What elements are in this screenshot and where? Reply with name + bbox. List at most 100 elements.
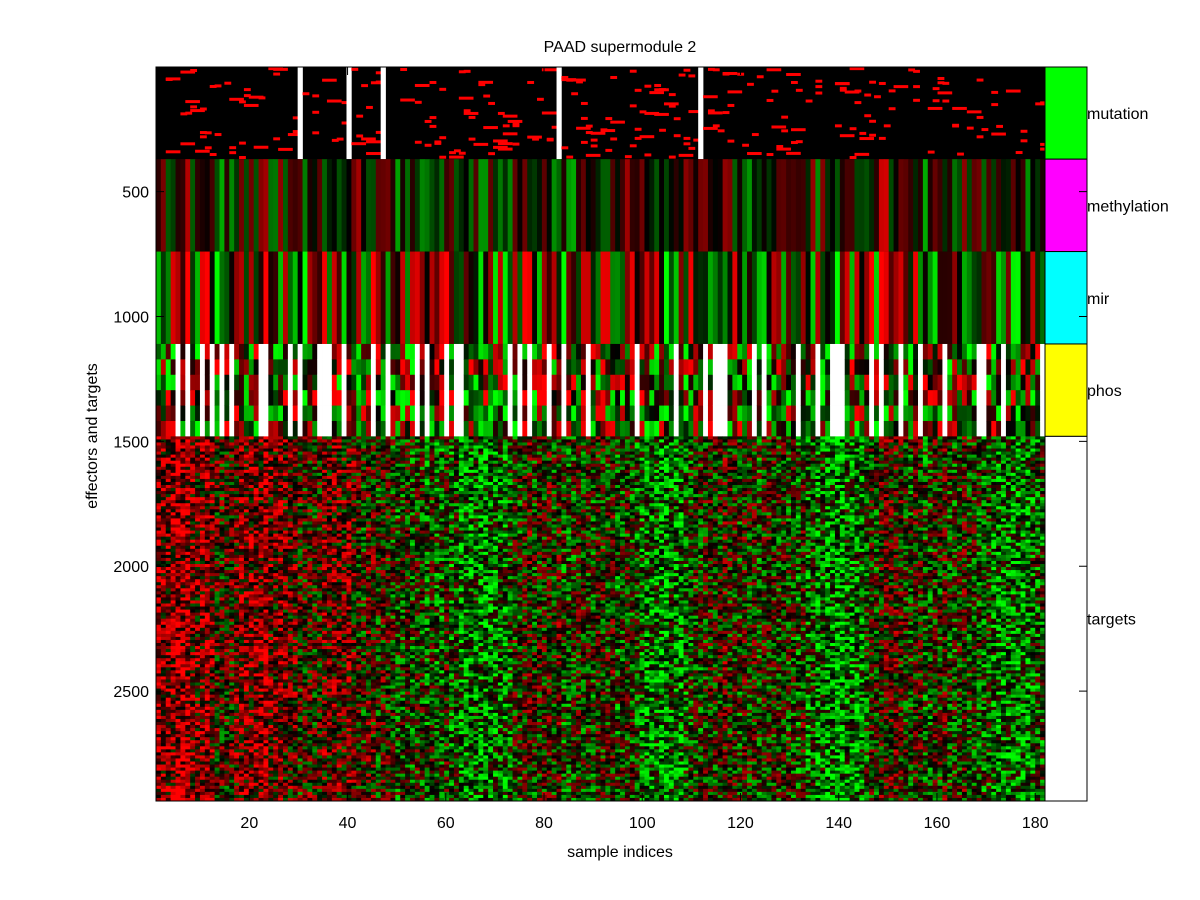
cell <box>654 83 662 87</box>
cell <box>224 752 230 756</box>
cell <box>278 664 284 668</box>
cell <box>180 557 186 562</box>
cell <box>449 251 455 344</box>
cell <box>561 251 567 344</box>
cell <box>224 484 230 489</box>
cell <box>449 374 455 391</box>
cell <box>283 448 289 452</box>
cell <box>243 697 250 702</box>
cell <box>248 359 255 376</box>
cell <box>219 630 225 635</box>
cell <box>239 679 245 683</box>
cell <box>903 374 909 391</box>
cell <box>185 606 191 610</box>
cell <box>214 475 220 480</box>
cell <box>624 390 631 406</box>
cell <box>253 539 259 544</box>
cell <box>283 755 289 759</box>
cell <box>502 420 509 437</box>
cell <box>214 718 220 723</box>
cell <box>918 374 924 391</box>
cell <box>229 533 235 538</box>
cell <box>209 712 216 717</box>
cell <box>253 728 259 732</box>
cell <box>463 405 470 422</box>
cell <box>253 463 259 468</box>
cell <box>204 685 211 689</box>
cell <box>722 251 728 344</box>
cell <box>419 359 426 376</box>
cell <box>649 390 655 406</box>
cell <box>190 563 196 568</box>
cell <box>268 533 274 538</box>
cell <box>214 679 220 683</box>
cell <box>278 731 284 735</box>
cell <box>156 752 162 756</box>
cell <box>195 527 201 531</box>
cell <box>175 755 181 759</box>
cell <box>185 773 191 778</box>
cell <box>1005 159 1012 252</box>
cell <box>497 159 504 252</box>
cell <box>273 594 279 598</box>
cell <box>175 542 181 547</box>
cell <box>576 126 591 130</box>
cell <box>170 685 176 689</box>
cell <box>268 758 274 762</box>
cell <box>180 776 186 781</box>
cell <box>634 251 640 344</box>
cell <box>239 451 245 456</box>
cell <box>976 135 984 139</box>
cell <box>312 251 318 344</box>
cell <box>170 530 176 535</box>
cell <box>248 491 255 495</box>
cell <box>263 691 269 696</box>
cell <box>234 770 240 775</box>
cell <box>204 649 211 653</box>
cell <box>737 405 743 422</box>
cell <box>234 466 240 471</box>
cell <box>248 606 255 610</box>
cell <box>268 585 274 589</box>
cell <box>248 251 255 344</box>
cell <box>278 685 284 689</box>
cell <box>248 676 255 680</box>
cell <box>195 545 201 550</box>
cell <box>546 251 553 344</box>
cell <box>175 573 181 577</box>
cell <box>414 251 421 344</box>
cell <box>825 405 831 422</box>
cell <box>263 764 269 768</box>
cell <box>209 542 216 547</box>
cell <box>160 536 167 541</box>
cell <box>268 670 274 674</box>
cell <box>165 709 172 714</box>
cell <box>258 731 264 735</box>
cell <box>253 536 259 541</box>
cell <box>317 343 323 360</box>
cell <box>278 343 284 360</box>
cell <box>243 436 250 440</box>
cell <box>576 390 582 406</box>
cell <box>1015 374 1021 391</box>
cell <box>180 627 186 632</box>
cell <box>678 359 684 376</box>
cell <box>204 560 211 565</box>
cell <box>522 374 528 391</box>
cell <box>263 494 269 498</box>
cell <box>668 155 676 159</box>
cell <box>209 791 216 796</box>
block-phos <box>156 343 1046 437</box>
cell <box>600 390 606 406</box>
cell <box>258 518 264 522</box>
cell <box>424 420 430 437</box>
cell <box>1010 374 1017 391</box>
cell <box>185 618 191 623</box>
cell <box>751 159 758 252</box>
cell <box>165 420 172 437</box>
cell <box>278 560 284 565</box>
cell <box>229 563 235 568</box>
cell <box>268 606 274 610</box>
cell <box>209 782 216 787</box>
cell <box>351 359 357 376</box>
